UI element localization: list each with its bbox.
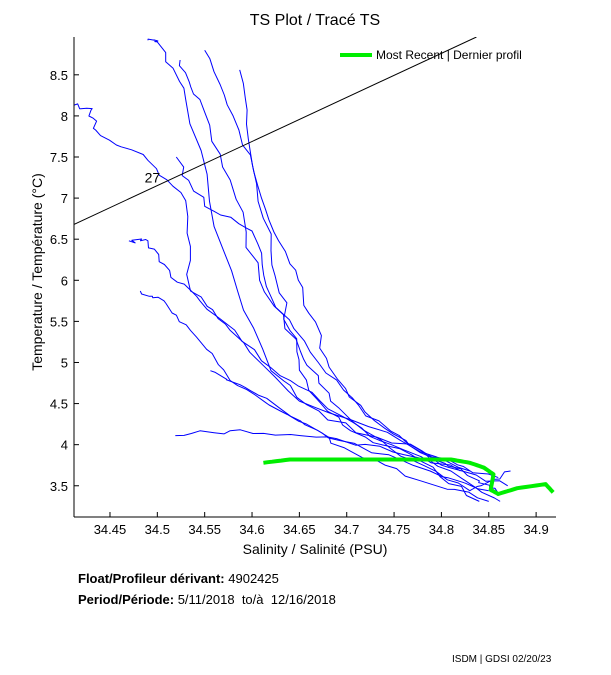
float-info: Float/Profileur dérivant: 4902425 [78, 571, 279, 586]
density-contour-label: 27 [145, 170, 161, 186]
y-tick-label: 4.5 [50, 397, 68, 412]
float-id: 4902425 [228, 571, 279, 586]
y-tick-label: 8 [61, 109, 68, 124]
profile-line [147, 38, 499, 495]
y-tick-label: 3.5 [50, 479, 68, 494]
x-tick-label: 34.9 [523, 522, 548, 537]
profile-line [128, 238, 461, 472]
x-tick-label: 34.45 [94, 522, 127, 537]
profile-line [210, 370, 489, 502]
profile-line [139, 290, 489, 492]
profile-line [74, 103, 470, 472]
y-tick-label: 5 [61, 355, 68, 370]
density-contour-line [74, 37, 477, 225]
float-label: Float/Profileur dérivant: [78, 571, 225, 586]
x-tick-label: 34.7 [334, 522, 359, 537]
x-tick-label: 34.75 [378, 522, 411, 537]
profile-line [239, 69, 480, 502]
period-end: 12/16/2018 [270, 592, 336, 607]
y-tick-label: 4 [61, 438, 68, 453]
period-label: Period/Période: [78, 592, 175, 607]
footer-credit: ISDM | GDSI 02/20/23 [452, 654, 552, 665]
y-tick-label: 7 [61, 191, 68, 206]
x-tick-label: 34.5 [145, 522, 170, 537]
profile-line [204, 49, 508, 487]
profile-line [178, 59, 511, 492]
chart-title: TS Plot / Tracé TS [250, 12, 380, 29]
profile-line [175, 156, 499, 479]
most-recent-profile-line [263, 457, 555, 496]
x-tick-label: 34.8 [429, 522, 454, 537]
period-sep: to/à [241, 592, 264, 607]
y-tick-label: 5.5 [50, 314, 68, 329]
x-axis-label: Salinity / Salinité (PSU) [243, 541, 388, 557]
y-tick-label: 6.5 [50, 232, 68, 247]
x-tick-label: 34.55 [188, 522, 221, 537]
period-start: 5/11/2018 [177, 592, 235, 607]
legend-label: Most Recent | Dernier profil [376, 48, 522, 62]
profile-line [175, 429, 501, 502]
x-tick-label: 34.85 [472, 522, 505, 537]
x-tick-label: 34.65 [283, 522, 316, 537]
period-info: Period/Période: 5/11/2018 to/à 12/16/201… [78, 592, 336, 607]
ts-chart: TS Plot / Tracé TS 27 34.45 34.5 34.55 34.6 34… [29, 12, 556, 557]
y-tick-label: 6 [61, 273, 68, 288]
y-tick-label: 7.5 [50, 150, 68, 165]
y-axis-label: Temperature / Température (°C) [29, 173, 45, 371]
y-tick-label: 8.5 [50, 68, 68, 83]
x-tick-label: 34.6 [239, 522, 264, 537]
